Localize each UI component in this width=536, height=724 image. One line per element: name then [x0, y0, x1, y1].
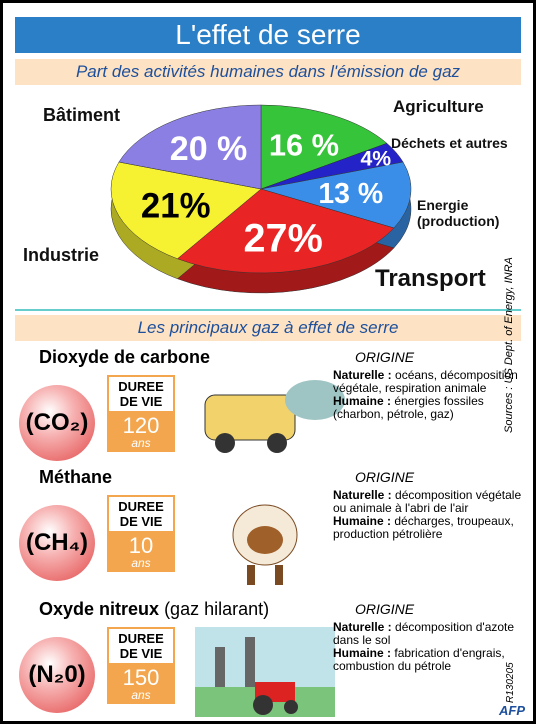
human-label: Humaine : — [333, 646, 391, 660]
duration-unit: ans — [107, 437, 175, 452]
gas-name-text: Méthane — [39, 467, 112, 487]
value-label: 27% — [244, 217, 323, 261]
category-label: Transport — [375, 265, 486, 293]
agency: AFP — [499, 703, 525, 718]
category-label: Energie (production) — [417, 197, 527, 229]
chart-title: Part des activités humaines dans l'émiss… — [15, 59, 521, 85]
gas-formula: (N₂0) — [19, 637, 95, 713]
gas-name: Dioxyde de carbone — [39, 347, 210, 368]
illustration — [195, 495, 345, 587]
illustration — [195, 375, 345, 467]
human-label: Humaine : — [333, 394, 391, 408]
origin-heading: ORIGINE — [355, 349, 414, 365]
origin-heading: ORIGINE — [355, 601, 414, 617]
origin-text: Naturelle : décomposition végétale ou an… — [333, 489, 525, 541]
gas-name: Méthane — [39, 467, 112, 488]
gas-name-text: Oxyde nitreux — [39, 599, 159, 619]
value-label: 20 % — [170, 130, 248, 168]
duration-unit: ans — [107, 689, 175, 704]
value-label: 13 % — [318, 178, 383, 210]
category-label: Bâtiment — [43, 105, 120, 126]
value-label: 16 % — [269, 127, 339, 162]
gas-formula: (CH₄) — [19, 505, 95, 581]
category-label: Industrie — [23, 245, 99, 266]
duration-unit: ans — [107, 557, 175, 572]
duration-label: DUREE DE VIE — [107, 627, 175, 665]
gas-name: Oxyde nitreux (gaz hilarant) — [39, 599, 269, 620]
origin-text: Naturelle : décomposition d'azote dans l… — [333, 621, 525, 673]
human-label: Humaine : — [333, 514, 391, 528]
origin-heading: ORIGINE — [355, 469, 414, 485]
title: L'effet de serre — [15, 17, 521, 53]
infographic: L'effet de serre Part des activités huma… — [0, 0, 536, 724]
gas-block: Oxyde nitreux (gaz hilarant)(N₂0)DUREE D… — [15, 597, 515, 721]
natural-label: Naturelle : — [333, 488, 392, 502]
gas-note: (gaz hilarant) — [164, 599, 269, 619]
gas-name-text: Dioxyde de carbone — [39, 347, 210, 367]
duration-value: 120 — [107, 413, 175, 437]
reference: R130205 — [505, 662, 516, 703]
origin-text: Naturelle : océans, décomposition végéta… — [333, 369, 525, 421]
sources: Sources : US Dept. of Energy, INRA — [503, 257, 515, 433]
duration-value: 10 — [107, 533, 175, 557]
natural-label: Naturelle : — [333, 368, 392, 382]
category-label: Agriculture — [393, 97, 484, 117]
duration-label: DUREE DE VIE — [107, 375, 175, 413]
natural-label: Naturelle : — [333, 620, 392, 634]
value-label: 4% — [360, 147, 391, 170]
duration-value: 150 — [107, 665, 175, 689]
section-title: Les principaux gaz à effet de serre — [15, 315, 521, 341]
divider — [15, 309, 521, 311]
category-label: Déchets et autres — [391, 135, 508, 151]
value-label: 21% — [141, 186, 211, 225]
duration-label: DUREE DE VIE — [107, 495, 175, 533]
illustration — [195, 627, 345, 719]
gas-formula: (CO₂) — [19, 385, 95, 461]
